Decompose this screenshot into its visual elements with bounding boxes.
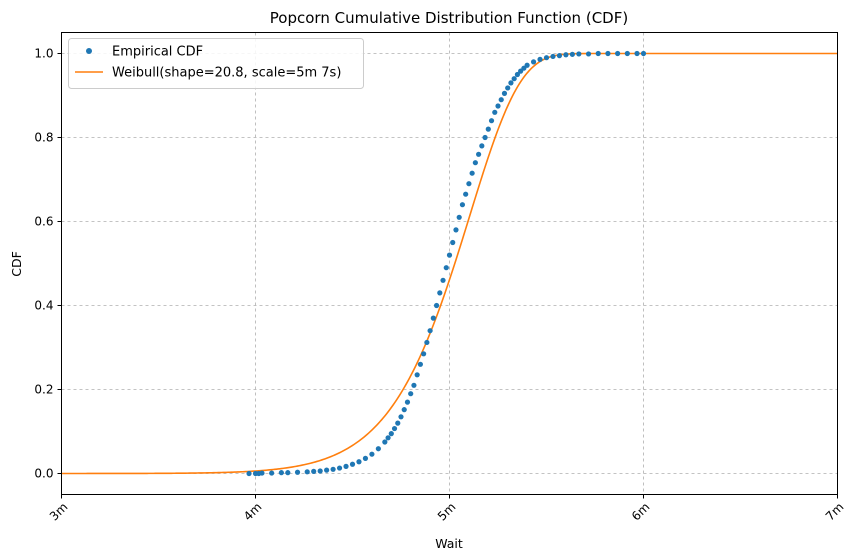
empirical-cdf-point [501, 90, 508, 96]
empirical-cdf-point [634, 50, 640, 57]
empirical-cdf-point [385, 435, 391, 441]
empirical-cdf-point [375, 446, 381, 452]
empirical-cdf-point [404, 399, 411, 405]
empirical-cdf-point [482, 134, 488, 141]
empirical-cdf-point [278, 470, 284, 476]
empirical-cdf-point [508, 80, 514, 86]
empirical-cdf-point [246, 470, 252, 477]
empirical-cdf-series [246, 50, 647, 477]
y-tick-label: 1.0 [34, 47, 53, 61]
empirical-cdf-point [469, 170, 475, 176]
empirical-cdf-point [414, 372, 420, 378]
y-axis-label: CDF [9, 251, 24, 277]
empirical-cdf-point [408, 391, 414, 397]
x-axis-label: Wait [435, 536, 463, 551]
empirical-cdf-point [514, 71, 521, 78]
y-tick-label: 0.2 [34, 383, 53, 397]
empirical-cdf-point [585, 51, 592, 57]
empirical-cdf-point [466, 181, 472, 187]
empirical-cdf-point [362, 455, 369, 461]
y-tick-label: 0.8 [34, 131, 53, 145]
empirical-cdf-point [430, 315, 436, 321]
empirical-cdf-point [450, 239, 456, 246]
legend-label-weibull: Weibull(shape=20.8, scale=5m 7s) [112, 66, 341, 81]
legend-box [68, 38, 364, 89]
empirical-cdf-point [317, 468, 323, 474]
empirical-cdf-point [304, 469, 310, 475]
chart-title: Popcorn Cumulative Distribution Function… [270, 9, 628, 27]
y-tick-label: 0.6 [34, 215, 53, 229]
empirical-cdf-point [382, 439, 388, 445]
empirical-cdf-point [411, 382, 417, 388]
empirical-cdf-point [530, 59, 537, 65]
empirical-cdf-point [463, 191, 469, 197]
empirical-cdf-point [556, 53, 563, 59]
empirical-cdf-point [437, 290, 443, 296]
empirical-cdf-point [294, 469, 301, 475]
empirical-cdf-point [640, 50, 647, 57]
empirical-cdf-point [476, 151, 482, 157]
empirical-cdf-point [595, 50, 601, 57]
empirical-cdf-point [498, 97, 504, 103]
empirical-cdf-point [395, 420, 401, 426]
legend: Empirical CDF Weibull(shape=20.8, scale=… [68, 38, 364, 89]
empirical-cdf-point [472, 160, 478, 166]
empirical-cdf-point [356, 459, 362, 465]
empirical-cdf-point [479, 143, 485, 149]
empirical-cdf-point [446, 252, 453, 258]
empirical-cdf-point [417, 361, 423, 367]
empirical-cdf-point [492, 109, 498, 115]
empirical-cdf-point [576, 51, 582, 57]
empirical-cdf-point [349, 461, 356, 467]
empirical-cdf-point [543, 55, 550, 61]
empirical-cdf-point [391, 425, 398, 432]
empirical-cdf-point [443, 265, 449, 271]
y-tick-label: 0.4 [34, 299, 53, 313]
weibull-fit-line [61, 52, 838, 475]
empirical-cdf-point [505, 85, 511, 91]
weibull-fit-series [61, 52, 838, 475]
empirical-cdf-point [495, 103, 501, 109]
empirical-cdf-point [421, 351, 427, 357]
empirical-cdf-point [311, 468, 317, 474]
empirical-cdf-point [563, 52, 569, 58]
empirical-cdf-point [401, 407, 407, 413]
empirical-cdf-point [285, 470, 291, 476]
legend-marker-empirical [86, 48, 92, 54]
empirical-cdf-point [259, 470, 265, 476]
empirical-cdf-point [424, 339, 430, 346]
empirical-cdf-point [456, 214, 462, 220]
empirical-cdf-point [624, 50, 630, 57]
empirical-cdf-point [343, 463, 349, 469]
empirical-cdf-point [488, 118, 495, 124]
empirical-cdf-point [550, 53, 556, 60]
empirical-cdf-point [440, 277, 446, 283]
empirical-cdf-point [398, 414, 404, 420]
empirical-cdf-point [605, 50, 611, 57]
empirical-cdf-point [269, 470, 275, 476]
empirical-cdf-point [453, 227, 459, 233]
empirical-cdf-point [427, 328, 433, 334]
empirical-cdf-point [433, 302, 440, 309]
empirical-cdf-point [537, 56, 543, 62]
empirical-cdf-point [369, 451, 375, 457]
empirical-cdf-point [324, 467, 330, 473]
empirical-cdf-point [336, 465, 343, 471]
legend-label-empirical: Empirical CDF [112, 45, 203, 60]
empirical-cdf-point [485, 126, 491, 132]
empirical-cdf-point [330, 466, 336, 472]
empirical-cdf-point [388, 431, 394, 437]
empirical-cdf-point [524, 62, 530, 68]
empirical-cdf-point [459, 202, 466, 208]
empirical-cdf-point [615, 50, 621, 57]
empirical-cdf-point [511, 76, 517, 82]
y-tick-label: 0.0 [34, 467, 53, 481]
empirical-cdf-point [569, 51, 575, 57]
